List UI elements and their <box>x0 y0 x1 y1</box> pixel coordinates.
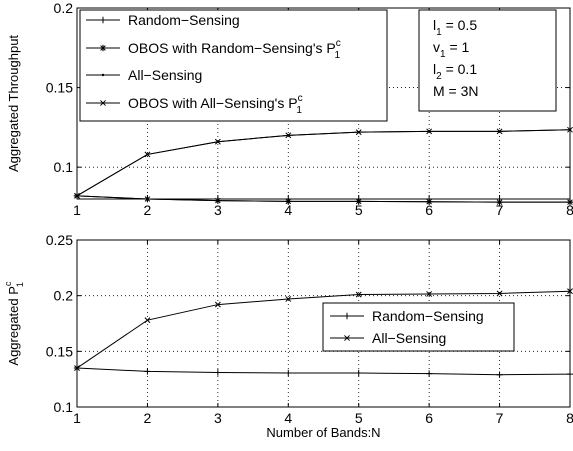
data-point <box>496 290 503 297</box>
series-3 <box>75 128 572 198</box>
data-point <box>285 369 292 377</box>
x-tick-label: 5 <box>355 202 363 218</box>
data-point <box>144 317 151 324</box>
y-tick-label: 0.2 <box>54 0 74 16</box>
data-point <box>567 288 573 295</box>
x-tick-label: 1 <box>73 410 81 426</box>
annotation-line: v1 = 1 <box>433 39 470 60</box>
legend-label: All−Sensing <box>372 330 446 346</box>
x-tick-label: 6 <box>425 202 433 218</box>
legend-label: Random−Sensing <box>128 12 240 28</box>
data-point <box>285 198 292 205</box>
x-tick-label: 7 <box>496 410 504 426</box>
data-point <box>355 198 362 205</box>
y-tick-label: 0.2 <box>54 288 74 304</box>
series-1 <box>73 364 573 378</box>
data-point <box>285 296 292 302</box>
data-point <box>74 192 80 199</box>
series-line <box>76 195 570 203</box>
data-point <box>214 301 221 308</box>
series-2 <box>73 192 573 206</box>
data-point <box>426 128 433 135</box>
x-tick-label: 2 <box>144 410 152 426</box>
annotation-line: M = 3N <box>433 83 479 99</box>
series-4 <box>74 126 573 199</box>
x-tick-label: 5 <box>355 410 363 426</box>
data-point <box>426 291 433 297</box>
data-point <box>496 371 503 378</box>
legend-marker <box>343 312 351 320</box>
legend-marker <box>99 16 107 24</box>
series-2 <box>74 288 573 371</box>
x-tick-label: 3 <box>214 410 222 426</box>
x-tick-label: 4 <box>284 410 292 426</box>
legend-marker <box>101 73 105 77</box>
y-tick-label: 0.1 <box>54 159 74 175</box>
series-line <box>76 129 571 197</box>
x-tick-label: 1 <box>73 202 81 218</box>
annotation-line: l2 = 0.1 <box>433 61 477 82</box>
data-point <box>355 291 362 298</box>
data-point <box>567 126 573 133</box>
data-point <box>355 129 362 136</box>
annotation-box <box>418 9 557 112</box>
legend-box <box>79 9 388 122</box>
x-tick-label: 2 <box>144 202 152 218</box>
y-tick-label: 0.1 <box>54 399 74 415</box>
legend-marker <box>344 335 350 341</box>
data-point <box>566 370 573 378</box>
y-tick-label: 0.15 <box>46 80 73 96</box>
x-tick-label: 8 <box>566 410 573 426</box>
data-point <box>285 132 292 139</box>
series-line <box>76 129 571 197</box>
legend: Random−Sensing All−Sensing <box>322 302 515 352</box>
legend-marker <box>100 100 106 106</box>
data-point <box>144 368 151 375</box>
data-point <box>566 198 573 206</box>
legend-box <box>322 302 515 352</box>
legend: Random−Sensing OBOS with Random−Sensing's… <box>79 9 388 122</box>
x-tick-label: 7 <box>496 202 504 218</box>
annotation: l1 = 0.5v1 = 1l2 = 0.1M = 3N <box>418 9 557 112</box>
legend-label: OBOS with Random−Sensing's Pc 1 <box>128 38 341 61</box>
series-line <box>76 290 571 369</box>
data-point <box>425 198 433 205</box>
x-axis-label: Number of Bands:N <box>266 425 380 440</box>
series-line <box>76 367 571 376</box>
data-point <box>355 369 362 377</box>
chart-1: 1 2 3 4 5 6 7 8 0.1 0.15 0.2 Aggregated Throughput R… <box>6 0 573 218</box>
y-axis-label: Aggregated Pc 1 <box>3 281 25 366</box>
y-tick-label: 0.25 <box>46 232 73 248</box>
data-point <box>496 198 503 206</box>
legend-label: All−Sensing <box>128 67 202 83</box>
data-point <box>214 197 222 204</box>
data-point <box>74 365 80 371</box>
data-point <box>496 128 503 135</box>
annotation-line: l1 = 0.5 <box>433 17 477 38</box>
data-point <box>144 195 151 203</box>
x-tick-label: 3 <box>214 202 222 218</box>
y-tick-label: 0.15 <box>46 343 73 359</box>
data-point <box>425 370 433 377</box>
legend-label: OBOS with All−Sensing's Pc 1 <box>128 93 303 116</box>
chart-2: 1 2 3 4 5 6 7 8 0.1 0.15 0.2 0.25 Aggregated Pc 1 Numb… <box>3 232 573 440</box>
data-point <box>214 369 222 376</box>
x-tick-label: 6 <box>425 410 433 426</box>
x-tick-label: 8 <box>566 202 573 218</box>
plot-frame <box>76 239 571 408</box>
legend-marker <box>99 44 107 52</box>
y-axis-label: Aggregated Throughput <box>6 35 21 172</box>
x-tick-label: 4 <box>284 202 292 218</box>
legend-label: Random−Sensing <box>372 308 484 324</box>
data-point <box>144 151 151 158</box>
data-point <box>214 138 221 145</box>
plot-frame <box>76 7 571 200</box>
